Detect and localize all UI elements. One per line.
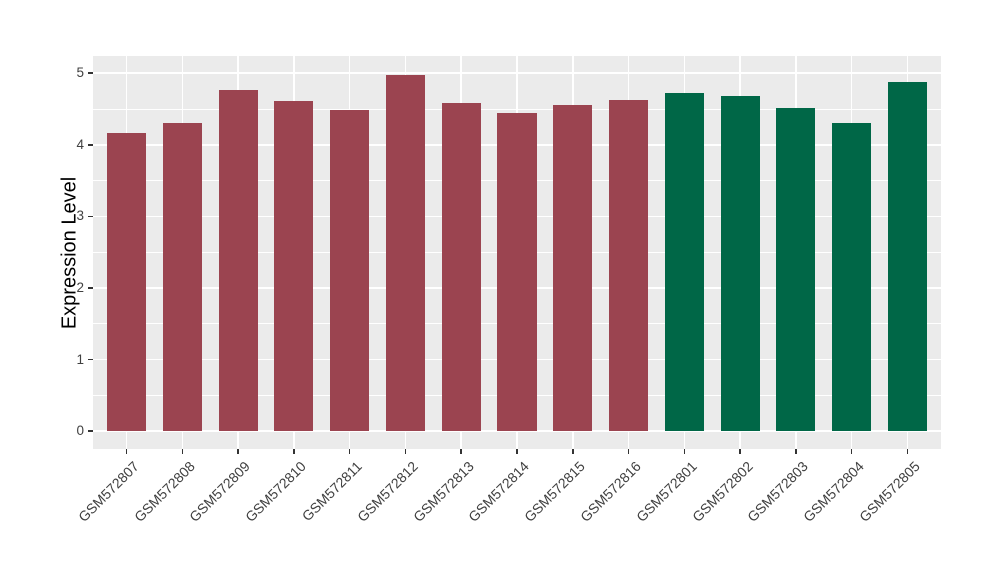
x-tick-label: GSM572809	[186, 458, 254, 525]
bar-GSM572814	[497, 112, 537, 432]
x-tick-label: GSM572808	[130, 458, 198, 525]
x-tick-label: GSM572812	[353, 458, 421, 525]
x-tick-mark	[906, 449, 909, 454]
x-tick-mark	[572, 449, 574, 454]
x-tick-label: GSM572802	[688, 458, 756, 525]
bar-GSM572807	[106, 132, 146, 432]
x-tick-mark	[516, 449, 518, 454]
x-tick-mark	[850, 449, 853, 454]
bar-GSM572804	[832, 122, 872, 432]
bar-GSM572801	[664, 92, 704, 432]
x-tick-mark	[181, 449, 183, 454]
x-tick-mark	[348, 449, 351, 454]
y-tick-label: 0	[76, 423, 84, 439]
minor-gridline	[93, 108, 941, 110]
x-tick-label: GSM572815	[521, 458, 589, 525]
x-tick-label: GSM572810	[242, 458, 310, 525]
y-tick-label: 1	[76, 351, 84, 367]
bar-GSM572805	[888, 82, 928, 432]
x-tick-mark	[293, 449, 295, 454]
x-tick-label: GSM572804	[800, 458, 868, 525]
bar-GSM572815	[553, 104, 593, 432]
bar-GSM572803	[776, 108, 816, 432]
major-gridline	[93, 430, 941, 432]
y-tick-label: 4	[76, 136, 84, 152]
x-tick-label: GSM572805	[855, 458, 923, 525]
bar-GSM572813	[441, 103, 481, 432]
x-tick-mark	[460, 449, 462, 454]
x-tick-label: GSM572807	[74, 458, 142, 525]
x-tick-label: GSM572803	[744, 458, 812, 525]
bar-GSM572811	[330, 110, 370, 432]
x-tick-label: GSM572801	[632, 458, 700, 525]
x-tick-mark	[683, 449, 686, 454]
y-tick-label: 5	[76, 65, 84, 81]
bar-GSM572809	[218, 90, 258, 432]
bar-GSM572812	[385, 75, 425, 432]
bar-GSM572808	[162, 123, 202, 432]
y-axis-title: Expression Level	[58, 176, 81, 330]
x-tick-mark	[739, 449, 741, 454]
bar-GSM572816	[609, 99, 649, 432]
x-tick-mark	[125, 449, 128, 454]
x-tick-label: GSM572816	[577, 458, 644, 525]
x-tick-label: GSM572814	[465, 458, 533, 525]
x-tick-label: GSM572811	[298, 458, 365, 525]
major-gridline	[93, 72, 941, 74]
bar-GSM572802	[720, 96, 760, 432]
x-tick-mark	[237, 449, 239, 454]
x-tick-mark	[627, 449, 630, 454]
plot-panel	[93, 56, 941, 449]
x-tick-label: GSM572813	[409, 458, 477, 525]
x-tick-mark	[404, 449, 407, 454]
bar-GSM572810	[274, 101, 314, 432]
x-tick-mark	[795, 449, 797, 454]
